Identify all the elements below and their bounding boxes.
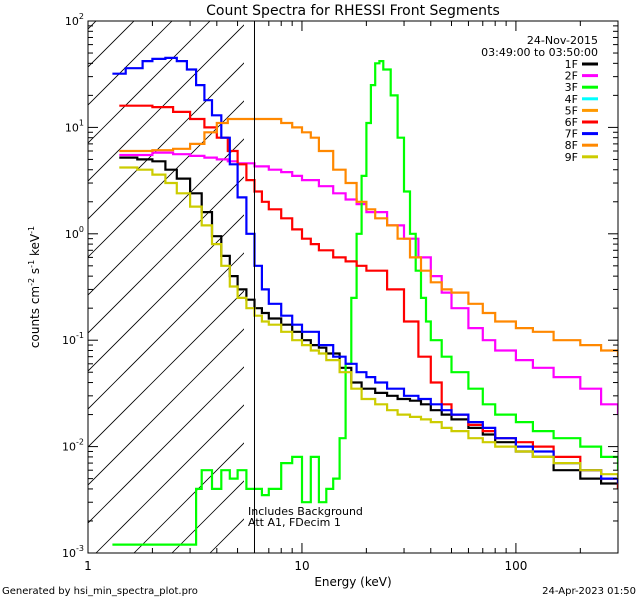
series-lines: [112, 56, 618, 546]
series-8F-line: [119, 117, 618, 357]
hatch-line: [88, 21, 211, 144]
series-2F-line: [119, 151, 618, 415]
legend-label-2F: 2F: [565, 70, 578, 83]
y-tick-label: 10-3: [62, 544, 84, 560]
x-tick-label: 1: [84, 559, 92, 573]
legend-label-9F: 9F: [565, 151, 578, 164]
chart-title: Count Spectra for RHESSI Front Segments: [206, 3, 500, 19]
plot-date: 24-Apr-2023 01:50: [542, 586, 636, 597]
hatch-line: [88, 366, 244, 524]
y-tick-label: 102: [65, 12, 84, 28]
hatch-line: [88, 328, 244, 486]
hatch-line: [88, 21, 135, 68]
time-range-label: 03:49:00 to 03:50:00: [481, 46, 598, 59]
generated-by: Generated by hsi_min_spectra_plot.pro: [2, 586, 198, 597]
hatch-line: [0, 0, 86, 553]
hatch-line: [133, 442, 244, 553]
x-tick-label: 100: [504, 559, 527, 573]
y-axis: 10-3 10-2 10-1 100 101 102: [62, 12, 618, 560]
hatched-region: [0, 0, 244, 553]
hatch-line: [88, 252, 244, 410]
hatch-line: [88, 21, 173, 106]
hatch-line: [88, 176, 244, 334]
date-label: 24-Nov-2015: [527, 34, 598, 47]
plot-frame: [87, 20, 619, 554]
legend-label-1F: 1F: [565, 58, 578, 71]
hatch-line: [88, 138, 244, 296]
x-axis-label: Energy (keV): [314, 575, 391, 589]
hatch-line: [88, 24, 244, 182]
x-tick-label: 10: [294, 559, 309, 573]
hatch-line: [88, 21, 97, 30]
background-note: Includes Background: [248, 505, 363, 518]
legend-label-3F: 3F: [565, 81, 578, 94]
hatch-line: [88, 214, 244, 372]
y-tick-label: 10-1: [62, 331, 84, 347]
attenuator-note: Att A1, FDecim 1: [248, 516, 341, 529]
legend-label-4F: 4F: [565, 93, 578, 106]
series-3F-line: [112, 60, 618, 546]
hatch-line: [88, 290, 244, 448]
legend-label-8F: 8F: [565, 139, 578, 152]
y-axis-label: counts cm-2 s-1 keV-1: [27, 226, 42, 348]
legend-label-7F: 7F: [565, 128, 578, 141]
y-tick-label: 101: [65, 118, 84, 134]
hatch-line: [88, 62, 244, 220]
x-axis: 1 10 100: [84, 21, 619, 573]
legend-label-5F: 5F: [565, 104, 578, 117]
hatch-line: [88, 100, 244, 258]
hatch-line: [95, 404, 244, 553]
series-9F-line: [119, 166, 618, 479]
y-tick-label: 100: [65, 225, 84, 241]
legend-label-6F: 6F: [565, 116, 578, 129]
series-7F-line: [112, 56, 618, 484]
y-tick-label: 10-2: [62, 438, 84, 454]
